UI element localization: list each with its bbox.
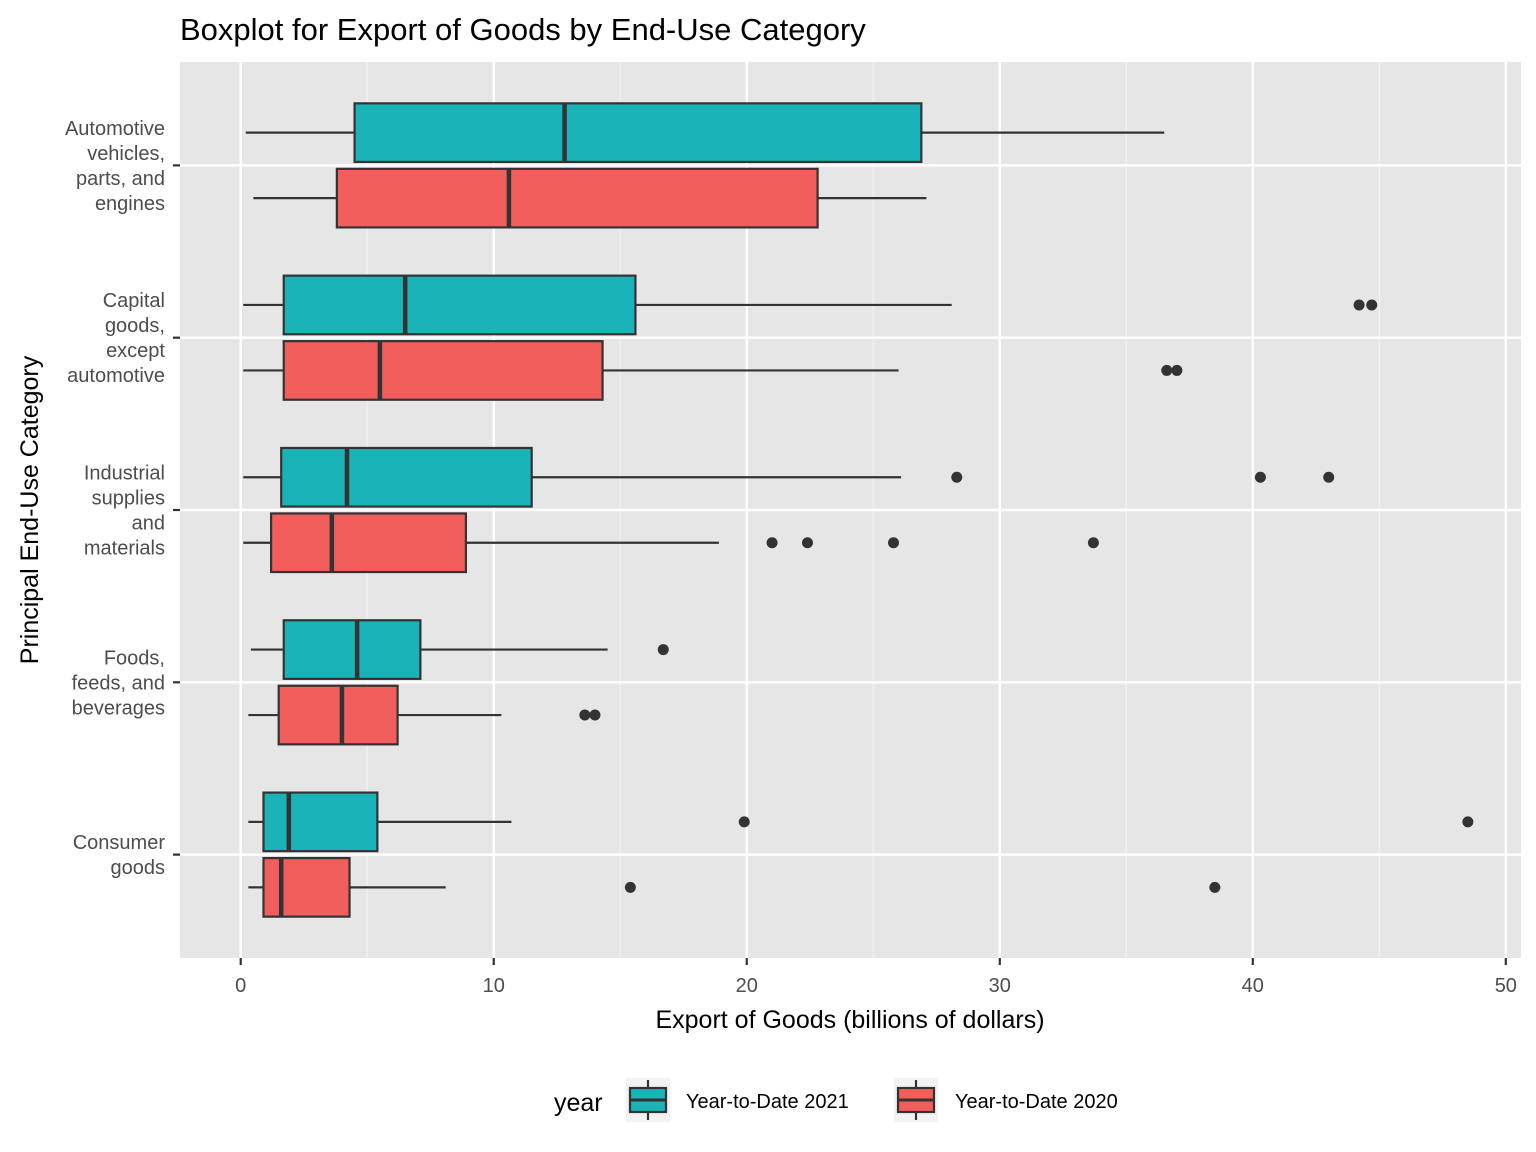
x-tick-label: 40 xyxy=(1242,975,1264,997)
y-tick-label: Capital xyxy=(103,290,165,312)
y-tick-label: except xyxy=(106,340,165,362)
legend-item: Year-to-Date 2020 xyxy=(894,1078,1118,1122)
x-tick-label: 0 xyxy=(235,975,246,997)
y-tick-label: Foods, xyxy=(104,647,165,669)
iqr-box xyxy=(269,512,468,574)
y-tick-label: automotive xyxy=(67,365,165,387)
iqr-box xyxy=(282,619,422,680)
x-tick-label: 10 xyxy=(483,975,505,997)
y-tick-label: and xyxy=(132,513,165,535)
boxplot-box xyxy=(248,684,601,746)
outlier-point xyxy=(951,471,963,483)
outlier-point xyxy=(589,709,601,721)
x-tick-label: 30 xyxy=(989,975,1011,997)
iqr-box xyxy=(280,446,533,508)
outlier-point xyxy=(1366,299,1378,311)
y-axis-title: Principal End-Use Category xyxy=(16,355,44,664)
y-tick-label: Consumer xyxy=(73,832,166,854)
boxplot-box xyxy=(243,446,1335,508)
iqr-box xyxy=(282,340,604,401)
outlier-point xyxy=(657,644,669,656)
outlier-point xyxy=(1353,299,1365,311)
boxplot-box xyxy=(253,167,927,229)
iqr-box xyxy=(353,102,923,164)
iqr-box xyxy=(282,274,637,336)
iqr-box xyxy=(335,167,819,229)
chart-title: Boxplot for Export of Goods by End-Use C… xyxy=(180,12,866,47)
boxplot-box xyxy=(248,791,1474,853)
outlier-point xyxy=(766,537,778,549)
x-axis-title: Export of Goods (billions of dollars) xyxy=(655,1006,1044,1034)
legend-item: Year-to-Date 2021 xyxy=(626,1078,849,1122)
y-tick-label: supplies xyxy=(92,488,165,510)
outlier-point xyxy=(738,816,750,828)
boxplot-box xyxy=(250,619,669,680)
y-tick-label: Automotive xyxy=(65,118,165,140)
iqr-box xyxy=(262,791,379,853)
outlier-point xyxy=(624,881,636,893)
outlier-point xyxy=(1462,816,1474,828)
y-tick-label: materials xyxy=(84,538,165,560)
outlier-point xyxy=(1087,537,1099,549)
legend: year Year-to-Date 2021 Year-to-Date 2020 xyxy=(554,1078,1118,1122)
y-tick-label: engines xyxy=(95,193,165,215)
boxplot-box xyxy=(248,856,1221,918)
outlier-point xyxy=(1171,364,1183,376)
legend-title: year xyxy=(554,1089,603,1117)
y-axis: Automotive vehicles, parts, and engines Capi… xyxy=(65,118,180,879)
boxplot-box xyxy=(243,274,1378,336)
legend-label: Year-to-Date 2021 xyxy=(686,1091,849,1113)
outlier-point xyxy=(888,537,900,549)
outlier-point xyxy=(1161,364,1173,376)
y-tick-label: goods xyxy=(111,857,166,879)
outlier-point xyxy=(1254,471,1266,483)
y-tick-label: beverages xyxy=(72,697,165,719)
boxes-layer xyxy=(243,102,1474,918)
outlier-point xyxy=(1323,471,1335,483)
boxplot-box xyxy=(243,512,1099,574)
y-tick-label: parts, and xyxy=(76,168,165,190)
boxplot-box xyxy=(243,340,1183,401)
outlier-point xyxy=(801,537,813,549)
iqr-box xyxy=(277,684,399,746)
x-axis: 0 10 20 30 40 50 xyxy=(235,958,1517,997)
outlier-point xyxy=(1209,881,1221,893)
x-tick-label: 50 xyxy=(1495,975,1517,997)
x-tick-label: 20 xyxy=(736,975,758,997)
y-tick-label: goods, xyxy=(105,315,165,337)
iqr-box xyxy=(262,856,351,918)
y-tick-label: vehicles, xyxy=(87,143,165,165)
outlier-point xyxy=(579,709,591,721)
legend-label: Year-to-Date 2020 xyxy=(955,1091,1118,1113)
y-tick-label: feeds, and xyxy=(72,672,165,694)
boxplot-box xyxy=(245,102,1165,164)
y-tick-label: Industrial xyxy=(84,463,165,485)
